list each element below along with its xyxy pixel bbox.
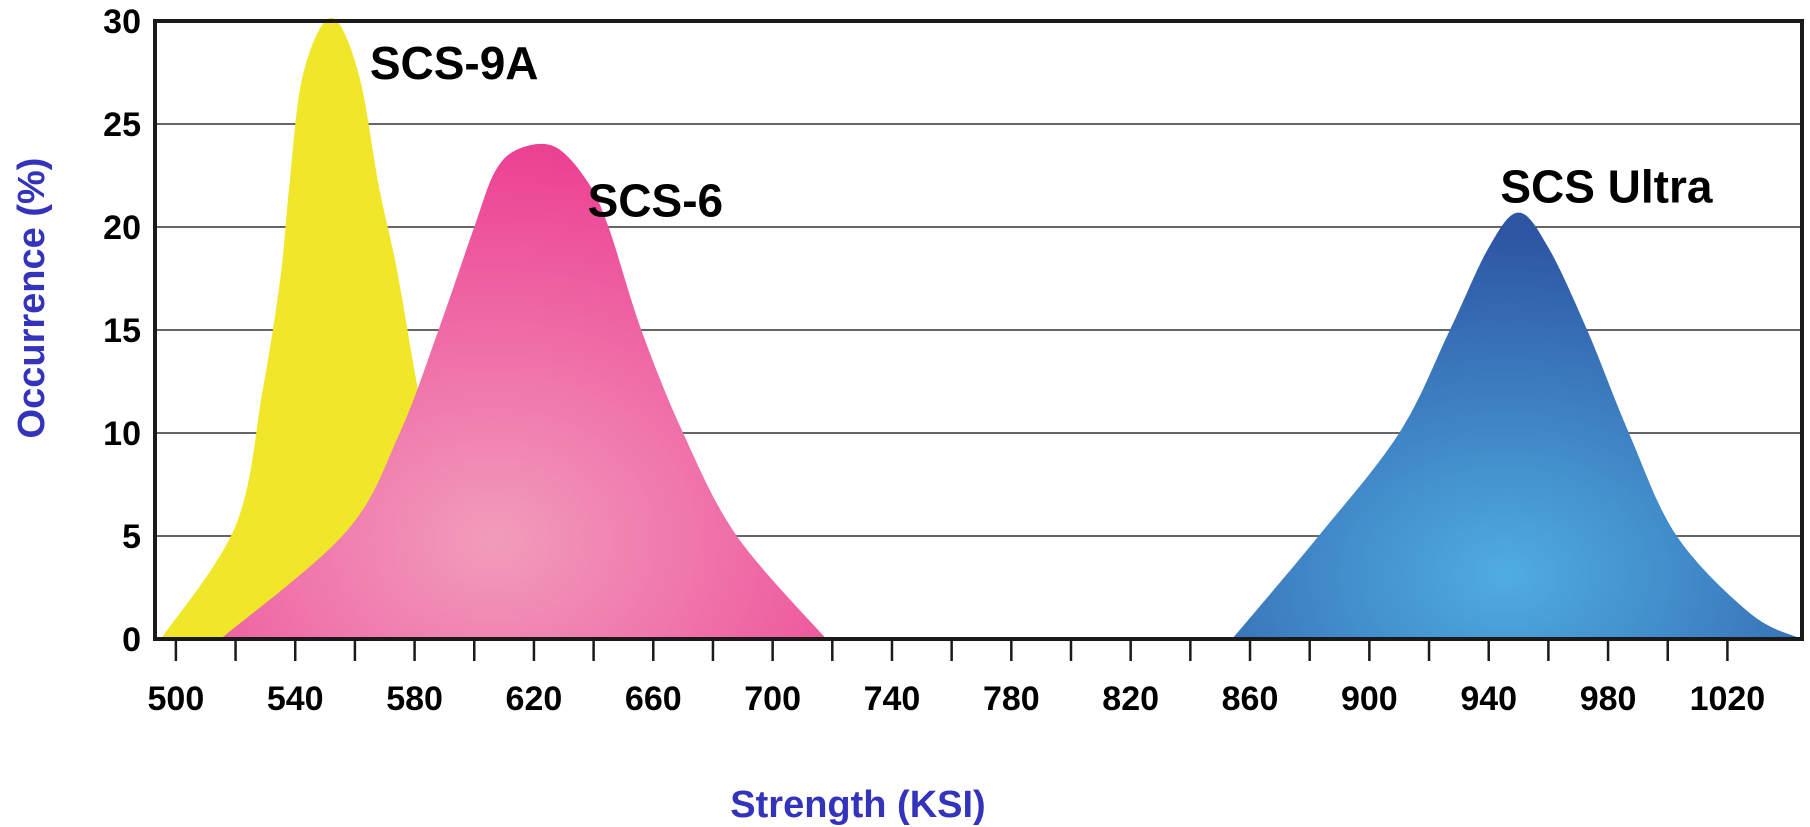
series-area-scs-ultra (1232, 212, 1802, 639)
x-tick-label-940: 940 (1460, 680, 1517, 718)
y-tick-label-30: 30 (103, 3, 141, 41)
y-tick-label-15: 15 (103, 312, 141, 350)
series-label-scs-9a: SCS-9A (370, 37, 539, 89)
x-tick-label-540: 540 (267, 680, 324, 718)
series-areas (161, 17, 1802, 639)
y-tick-label-10: 10 (103, 415, 141, 453)
y-tick-label-0: 0 (122, 621, 141, 659)
plot-frame (153, 19, 1804, 641)
x-axis-tick-labels: 500 540 580 620 660 700 740 780 820 860 900 940 980 1… (148, 680, 1766, 718)
series-label-scs-6: SCS-6 (588, 175, 723, 227)
series-area-scs-6 (220, 143, 827, 639)
x-tick-label-740: 740 (864, 680, 921, 718)
x-tick-label-620: 620 (506, 680, 563, 718)
x-tick-label-860: 860 (1222, 680, 1279, 718)
series-label-scs-ultra: SCS Ultra (1500, 161, 1713, 213)
x-tick-label-1020: 1020 (1690, 680, 1766, 718)
series-labels: SCS-9A SCS-6 SCS Ultra (370, 37, 1713, 227)
x-tick-label-780: 780 (983, 680, 1040, 718)
x-axis-title: Strength (KSI) (730, 784, 985, 826)
y-tick-label-20: 20 (103, 209, 141, 247)
y-tick-label-25: 25 (103, 106, 141, 144)
x-tick-label-500: 500 (148, 680, 205, 718)
y-axis-title: Occurrence (%) (11, 158, 53, 439)
x-tick-label-980: 980 (1580, 680, 1637, 718)
x-tick-label-900: 900 (1341, 680, 1398, 718)
x-tick-label-700: 700 (744, 680, 801, 718)
y-tick-label-5: 5 (122, 518, 141, 556)
x-axis-ticks (174, 639, 1729, 661)
x-tick-label-820: 820 (1102, 680, 1159, 718)
x-tick-label-660: 660 (625, 680, 682, 718)
x-tick-label-580: 580 (386, 680, 443, 718)
y-axis-tick-labels: 0 5 10 15 20 25 30 (103, 3, 141, 659)
